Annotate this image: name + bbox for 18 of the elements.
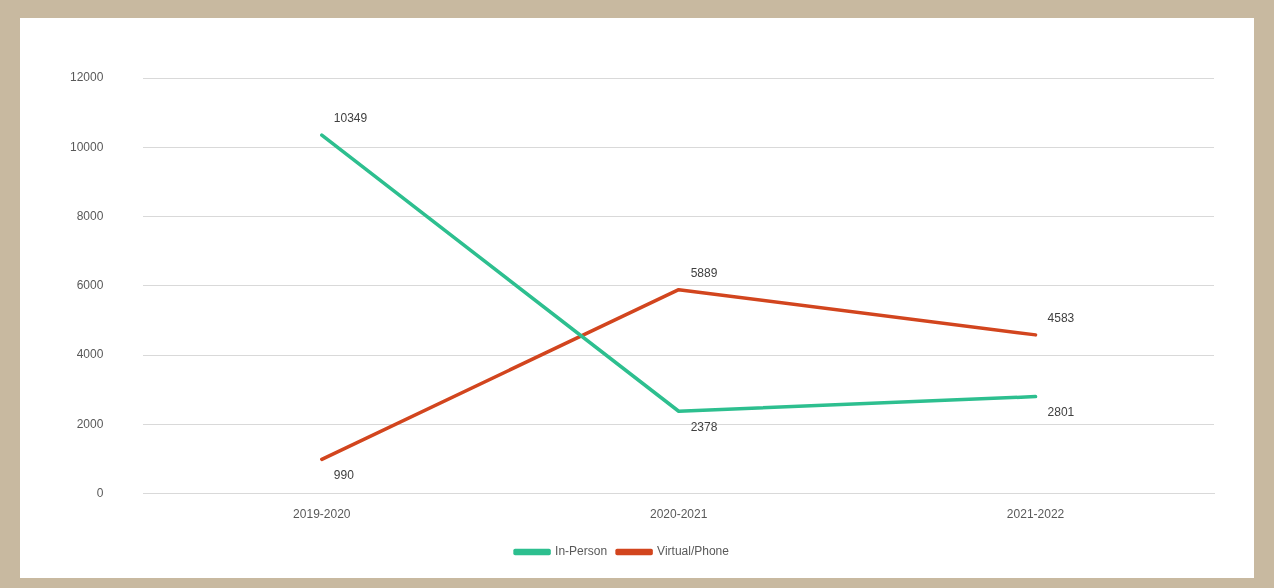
data-label: 2801 — [1047, 404, 1075, 419]
x-tick-label: 2020-2021 — [649, 507, 708, 522]
y-tick-label: 8000 — [76, 208, 104, 223]
y-tick-label: 6000 — [76, 278, 104, 293]
legend-label: Virtual/Phone — [657, 544, 730, 559]
x-tick-label: 2019-2020 — [293, 507, 351, 522]
y-tick-label: 2000 — [76, 416, 104, 431]
y-tick-label: 10000 — [69, 139, 104, 154]
y-tick-label: 4000 — [76, 347, 104, 362]
x-tick-label: 2021-2022 — [1006, 507, 1065, 522]
legend-label: In-Person — [555, 544, 608, 559]
data-label: 5889 — [690, 265, 718, 280]
y-tick-label: 12000 — [69, 70, 104, 85]
data-label: 990 — [333, 467, 355, 482]
y-tick-label: 0 — [96, 485, 104, 500]
data-label: 10349 — [333, 111, 368, 126]
data-label: 4583 — [1047, 311, 1075, 326]
data-label: 2378 — [690, 419, 718, 434]
